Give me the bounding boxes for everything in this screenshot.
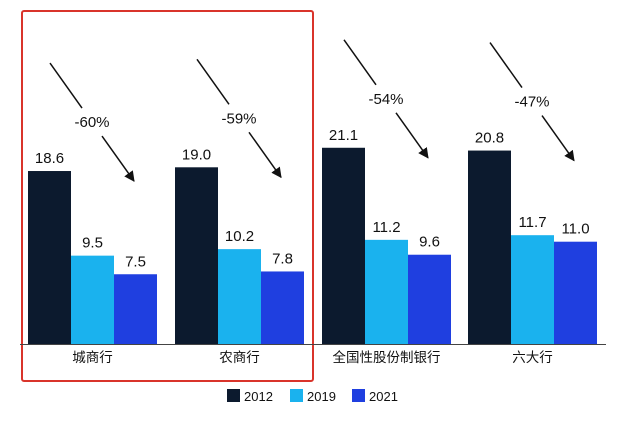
legend-swatch-2019	[290, 389, 303, 402]
bar-2012	[175, 167, 218, 344]
value-label: 10.2	[225, 228, 254, 245]
change-label: -59%	[221, 110, 256, 127]
bar-2019	[365, 239, 408, 344]
change-arrow-line	[489, 42, 523, 88]
change-arrow-line	[343, 39, 377, 86]
bar-2021	[554, 241, 597, 344]
change-label: -47%	[514, 94, 549, 111]
change-arrow-line	[49, 62, 83, 109]
bar-2012	[28, 171, 71, 344]
value-label: 11.7	[518, 214, 546, 231]
bar-2012	[322, 147, 365, 344]
value-label: 9.6	[419, 234, 440, 251]
change-arrow-head	[248, 131, 282, 179]
change-label: -54%	[368, 91, 403, 108]
bar-2019	[71, 255, 114, 344]
value-label: 20.8	[475, 130, 504, 147]
value-label: 21.1	[329, 127, 358, 144]
legend-swatch-2021	[352, 389, 365, 402]
category-label: 农商行	[219, 350, 260, 366]
bar-2021	[408, 254, 451, 344]
value-label: 11.2	[372, 219, 400, 236]
bar-2021	[114, 274, 157, 344]
change-arrow-line	[196, 58, 230, 105]
value-label: 7.5	[125, 253, 146, 270]
value-label: 18.6	[35, 150, 64, 167]
bar-2021	[261, 271, 304, 344]
value-label: 19.0	[182, 146, 211, 163]
category-label: 城商行	[72, 350, 113, 366]
bar-2012	[468, 150, 511, 344]
legend-label-2019: 2019	[307, 389, 336, 404]
change-arrow-head	[395, 112, 429, 159]
value-label: 11.0	[561, 221, 589, 238]
change-arrow-head	[541, 115, 575, 162]
category-label: 六大行	[512, 350, 553, 366]
change-label: -60%	[74, 114, 109, 131]
value-label: 9.5	[82, 235, 103, 252]
legend-swatch-2012	[227, 389, 240, 402]
change-arrow-head	[101, 135, 135, 182]
legend-label-2021: 2021	[369, 389, 398, 404]
legend-label-2012: 2012	[244, 389, 273, 404]
category-label: 全国性股份制银行	[333, 349, 441, 366]
bar-2019	[511, 235, 554, 344]
value-label: 7.8	[272, 250, 293, 267]
highlight-frame	[21, 10, 314, 382]
bar-2019	[218, 249, 261, 344]
